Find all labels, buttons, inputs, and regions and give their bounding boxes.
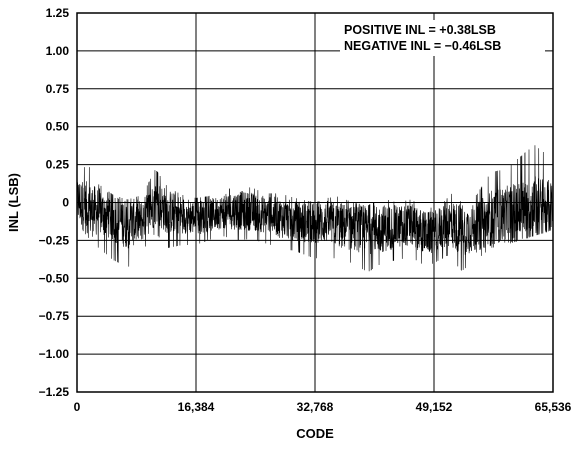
x-tick-label: 49,152 — [416, 400, 453, 414]
y-tick-label: −1.00 — [39, 347, 70, 361]
annotation-background — [340, 20, 545, 56]
y-tick-label: 1.25 — [46, 6, 70, 20]
x-tick-label: 65,536 — [535, 400, 572, 414]
y-tick-label: 1.00 — [46, 44, 70, 58]
y-tick-label: 0 — [62, 196, 69, 210]
plot-frame — [76, 12, 554, 393]
positive-inl-annotation: POSITIVE INL = +0.38LSB — [344, 23, 496, 37]
y-tick-label: −0.50 — [39, 271, 70, 285]
x-tick-label: 0 — [74, 400, 81, 414]
y-tick-labels: 1.25 1.00 0.75 0.50 0.25 0 −0.25 −0.50 −0.75 −1.0… — [39, 6, 70, 399]
y-axis-title: INL (LSB) — [6, 173, 21, 232]
y-tick-label: −0.75 — [39, 309, 70, 323]
inl-trace — [76, 145, 554, 272]
x-axis-title: CODE — [296, 426, 334, 441]
y-tick-label: 0.25 — [46, 158, 70, 172]
x-tick-label: 32,768 — [297, 400, 334, 414]
negative-inl-annotation: NEGATIVE INL = −0.46LSB — [344, 39, 501, 53]
y-tick-label: −1.25 — [39, 385, 70, 399]
inl-series-line — [76, 145, 554, 272]
y-tick-label: 0.50 — [46, 120, 70, 134]
y-tick-label: 0.75 — [46, 82, 70, 96]
x-tick-label: 16,384 — [178, 400, 215, 414]
x-tick-labels: 0 16,384 32,768 49,152 65,536 — [74, 400, 572, 414]
y-tick-label: −0.25 — [39, 233, 70, 247]
